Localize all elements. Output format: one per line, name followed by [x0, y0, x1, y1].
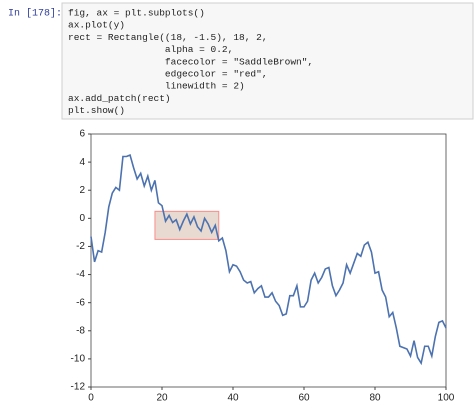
code-line: alpha = 0.2,: [68, 44, 233, 55]
code-line: fig, ax = plt.subplots(): [68, 8, 205, 19]
x-tick-label: 0: [88, 393, 94, 404]
y-tick-label: 0: [79, 213, 85, 224]
code-line: ax.add_patch(rect): [68, 93, 171, 104]
x-tick-label: 60: [298, 393, 310, 404]
line-series: [90, 154, 447, 366]
code-line: edgecolor = "red",: [68, 69, 268, 80]
x-tick-label: 20: [156, 393, 168, 404]
code-line: linewidth = 2): [68, 81, 245, 92]
y-tick-label: -6: [76, 297, 85, 308]
x-tick-label: 100: [438, 393, 455, 404]
code-cell[interactable]: [61, 2, 474, 120]
y-tick-label: -8: [76, 325, 85, 336]
y-tick-label: 2: [79, 185, 85, 196]
plot-area: [90, 133, 447, 388]
y-tick-label: -12: [71, 382, 86, 393]
y-tick-label: 6: [79, 129, 85, 140]
y-tick-label: -10: [71, 354, 86, 365]
code-line: ax.plot(y): [68, 20, 125, 31]
code-line: rect = Rectangle((18, -1.5), 18, 2,: [68, 32, 268, 43]
code-line: facecolor = "SaddleBrown",: [68, 56, 313, 67]
y-tick-label: -4: [76, 269, 85, 280]
code-line: plt.show(): [68, 105, 125, 116]
y-tick-label: 4: [79, 157, 85, 168]
cell-prompt: In [178]:: [8, 8, 62, 20]
y-tick-label: -2: [76, 241, 85, 252]
x-tick-label: 40: [227, 393, 239, 404]
x-tick-label: 80: [369, 393, 381, 404]
